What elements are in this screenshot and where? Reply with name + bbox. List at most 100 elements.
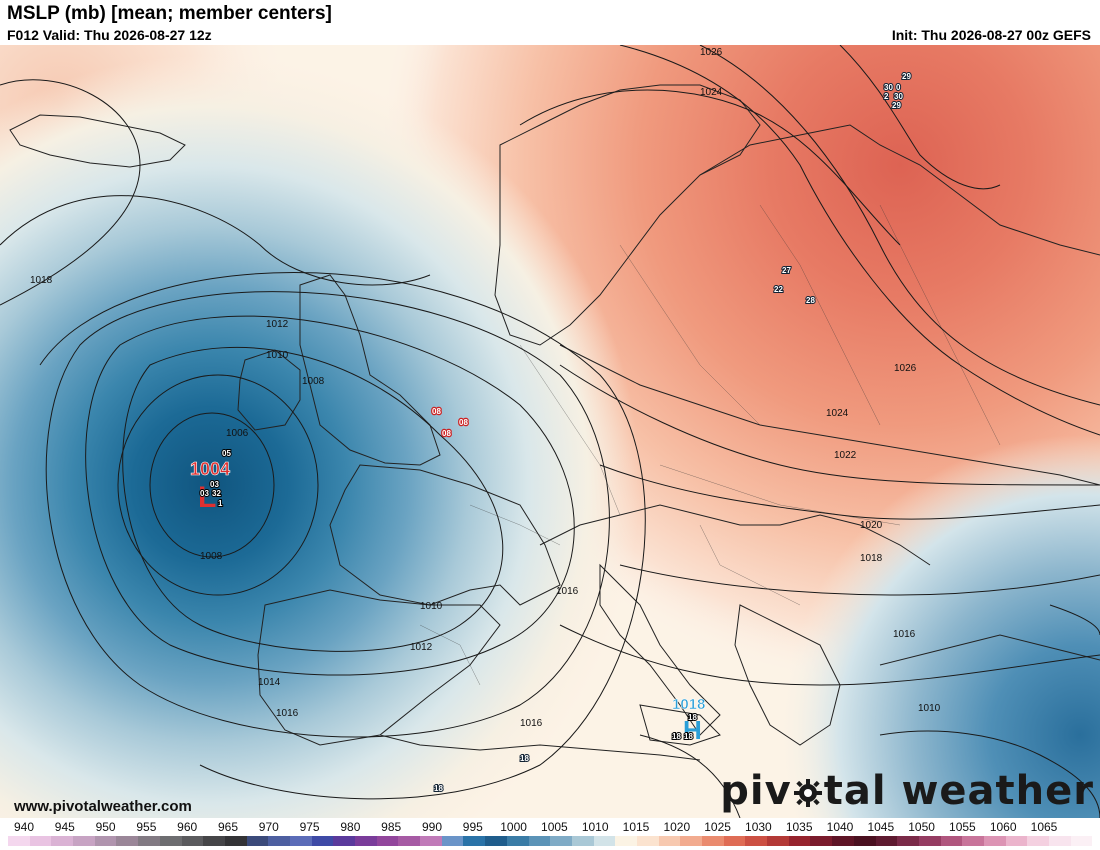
colorbar-swatch	[203, 836, 225, 846]
member-label: 1	[218, 499, 223, 508]
colorbar-tick-label: 1000	[500, 820, 527, 834]
contour-labels: 1026 1024 1018 1012 1010 1008 1006 1 0 08 …	[30, 47, 941, 729]
colorbar-strip	[8, 836, 1093, 846]
colorbar-tick-label: 1010	[581, 820, 609, 834]
colorbar-swatch	[51, 836, 74, 846]
map-title: MSLP (mb) [mean; member centers]	[7, 3, 332, 24]
high-center-value: 1018	[672, 696, 705, 713]
member-label: 29	[902, 72, 911, 81]
kola-members: 29 30 0 2 30 29	[883, 71, 912, 111]
header-bar: MSLP (mb) [mean; member centers] F012 Va…	[0, 0, 1100, 45]
colorbar-swatch	[962, 836, 984, 846]
colorbar-tick-label: 1065	[1030, 820, 1058, 834]
member-label: 27	[782, 266, 791, 275]
contour-label: 1008	[200, 551, 223, 562]
contour-label: 1024	[700, 87, 723, 98]
contour-label: 1016	[893, 629, 916, 640]
member-label: 0	[896, 83, 901, 92]
colorbar-swatch	[333, 836, 355, 846]
coastlines	[9, 84, 1100, 761]
contour-label: 1026	[700, 47, 723, 58]
colorbar-swatch	[528, 836, 551, 846]
member-label: 30	[884, 83, 893, 92]
gear-icon	[793, 779, 822, 807]
contour-label: 1012	[266, 319, 289, 330]
colorbar-swatch	[463, 836, 486, 846]
isobars	[0, 45, 1100, 818]
colorbar-swatch	[159, 836, 182, 846]
member-label: 18	[520, 754, 529, 763]
colorbar-tick-label: 1045	[867, 820, 895, 834]
member-label: 08	[432, 407, 441, 416]
member-label: 18	[684, 732, 693, 741]
colorbar-swatch	[311, 836, 334, 846]
contour-label: 1020	[860, 520, 883, 531]
colorbar-swatch	[116, 836, 139, 846]
colorbar-swatch	[1027, 836, 1049, 846]
contour-label: 1022	[834, 450, 857, 461]
colorbar-swatch	[289, 836, 312, 846]
colorbar-tick-label: 1015	[622, 820, 650, 834]
low-center-value: 1004	[190, 459, 230, 479]
colorbar-swatch	[8, 836, 30, 846]
colorbar-tick-label: 965	[217, 820, 239, 834]
contour-label: 1010	[918, 703, 941, 714]
colorbar-tick-label: 1025	[704, 820, 731, 834]
member-label: 2	[884, 92, 889, 101]
colorbar-tick-label: 1060	[989, 820, 1017, 834]
colorbar-tick-label: 975	[299, 820, 320, 834]
baltic-members: 27 22 28	[773, 265, 816, 306]
colorbar-swatch	[246, 836, 269, 846]
contour-label: 1018	[860, 553, 883, 564]
colorbar-swatch	[398, 836, 421, 846]
africa-members: 18 18	[433, 753, 530, 794]
low-center-atlantic[interactable]: 1004 L 05 03 03 32 1	[190, 448, 233, 514]
contour-label: 1018	[30, 275, 53, 286]
colorbar-swatch	[1049, 836, 1071, 846]
colorbar-swatch	[615, 836, 637, 846]
contour-label: 1006	[226, 428, 249, 439]
colorbar-swatch	[485, 836, 507, 846]
contour-label: 1024	[826, 408, 849, 419]
colorbar-swatch	[875, 836, 898, 846]
colorbar-swatch	[918, 836, 941, 846]
colorbar-swatch	[658, 836, 681, 846]
colorbar-tick-label: 1005	[541, 820, 568, 834]
member-label: 03	[210, 480, 219, 489]
init-time: Init: Thu 2026-08-27 00z GEFS	[891, 27, 1091, 43]
high-center-sicily[interactable]: 1018 H 18 18 18	[671, 696, 706, 745]
colorbar-tick-label: 960	[177, 820, 198, 834]
colorbar-tick-label: 995	[462, 820, 483, 834]
colorbar-swatch	[181, 836, 204, 846]
low-center-letter: L	[198, 481, 216, 514]
colorbar-swatch	[550, 836, 572, 846]
colorbar-tick-label: 970	[258, 820, 279, 834]
colorbar-tick-label: 1055	[949, 820, 976, 834]
colorbar-swatch	[832, 836, 854, 846]
borders	[419, 204, 1001, 686]
contour-label: 1010	[420, 601, 443, 612]
colorbar-swatch	[897, 836, 919, 846]
colorbar-tick-label: 1030	[745, 820, 772, 834]
colorbar-swatch	[420, 836, 442, 846]
high-center-letter: H	[683, 715, 702, 745]
colorbar-tick-label: 950	[95, 820, 116, 834]
channel-members: 08 08 08	[431, 406, 470, 440]
contour-label: 1026	[894, 363, 917, 374]
colorbar-swatch	[940, 836, 963, 846]
valid-time: F012 Valid: Thu 2026-08-27 12z	[7, 27, 212, 43]
colorbar-swatch	[1005, 836, 1028, 846]
website-label: www.pivotalweather.com	[14, 798, 192, 815]
brand-text-left: piv	[720, 768, 792, 814]
colorbar-tick-label: 1035	[785, 820, 813, 834]
colorbar-swatch	[355, 836, 377, 846]
colorbar-swatch	[745, 836, 768, 846]
colorbar-tick-label: 980	[340, 820, 361, 834]
colorbar-swatch	[723, 836, 746, 846]
member-label: 08	[442, 429, 451, 438]
map-panel[interactable]: 1026 1024 1018 1012 1010 1008 1006 1 0 08 …	[0, 45, 1100, 818]
colorbar-swatch	[376, 836, 399, 846]
member-label: 30	[894, 92, 903, 101]
colorbar-tick-label: 1020	[663, 820, 691, 834]
member-label: 18	[672, 732, 681, 741]
